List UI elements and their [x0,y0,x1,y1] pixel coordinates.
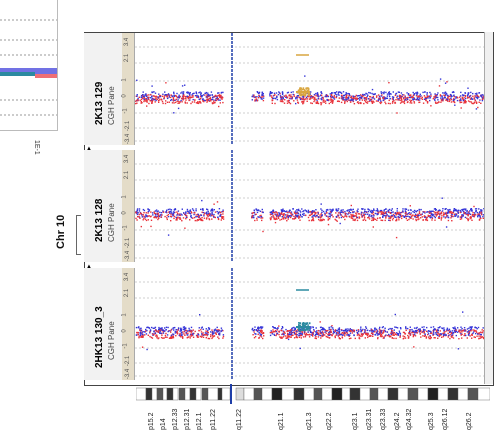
pane-type: CGH Pane [107,321,116,360]
scatter-plot[interactable] [135,150,486,262]
collapse-arrow-icon[interactable]: ▲ [86,264,92,270]
band-label: q22.2 [326,412,333,430]
band-label: q24.32 [406,408,413,430]
panel-label: 2K13 129 CGH Pane [84,33,123,145]
vertical-scrollbar[interactable] [484,32,493,384]
chromosome-ideogram[interactable]: p15.2 p14 p12.33 p12.31 p12.1 p11.22 q11.22 q21… [136,384,490,437]
band-label: q26.12 [442,408,449,430]
panel-2hk13-130-3[interactable]: ▲ 2HK13 130_3 CGH Pane 3.4 2.1 1 0 -1 -2… [84,264,492,380]
thumbnail-view[interactable] [0,0,58,131]
scatter-plot[interactable] [135,268,486,380]
panel-2k13-128[interactable]: ▲ 2K13 128 CGH Pane 3.4 2.1 1 0 -1 -2.1 … [84,146,492,262]
chromosome-label: Chr 10 [55,214,67,249]
panel-label: ▲ 2K13 128 CGH Pane [84,146,123,262]
band-label: q11.22 [236,409,243,430]
sample-name: 2K13 128 [94,198,105,242]
sample-name: 2HK13 130_3 [94,306,105,368]
band-label: p15.2 [148,412,155,430]
band-label: q21.3 [306,412,313,430]
log-ratio-scale: 3.4 2.1 1 0 -1 -2.1 -3.4 [122,150,135,262]
band-label: q23.33 [380,408,387,430]
scatter-plot[interactable] [135,33,486,145]
panel-label: ▲ 2HK13 130_3 CGH Pane [84,264,123,380]
panel-2k13-129[interactable]: 2K13 129 CGH Pane 3.4 2.1 1 0 -1 -2.1 -3… [84,33,492,145]
band-label: p12.31 [184,408,191,430]
chromosome-bracket [76,215,81,255]
band-label: p14 [160,418,167,430]
sample-name: 2K13 129 [94,81,105,125]
band-label: p12.1 [196,412,203,430]
band-label: q21.1 [278,412,285,430]
log-ratio-scale: 3.4 2.1 1 0 -1 -2.1 -3.4 [122,33,135,145]
band-label: p12.33 [172,408,179,430]
pane-type: CGH Pane [107,203,116,242]
band-label: q24.2 [394,412,401,430]
band-label: p11.22 [210,409,217,430]
log-ratio-scale: 3.4 2.1 1 0 -1 -2.1 -3.4 [122,268,135,380]
band-label: q26.2 [466,412,473,430]
band-label: q25.3 [428,412,435,430]
thumbnail-scale-label: 1E-1 [33,140,40,155]
band-label: q23.1 [352,412,359,430]
collapse-arrow-icon[interactable]: ▲ [86,146,92,152]
band-label: q23.31 [366,408,373,430]
pane-type: CGH Pane [107,86,116,125]
